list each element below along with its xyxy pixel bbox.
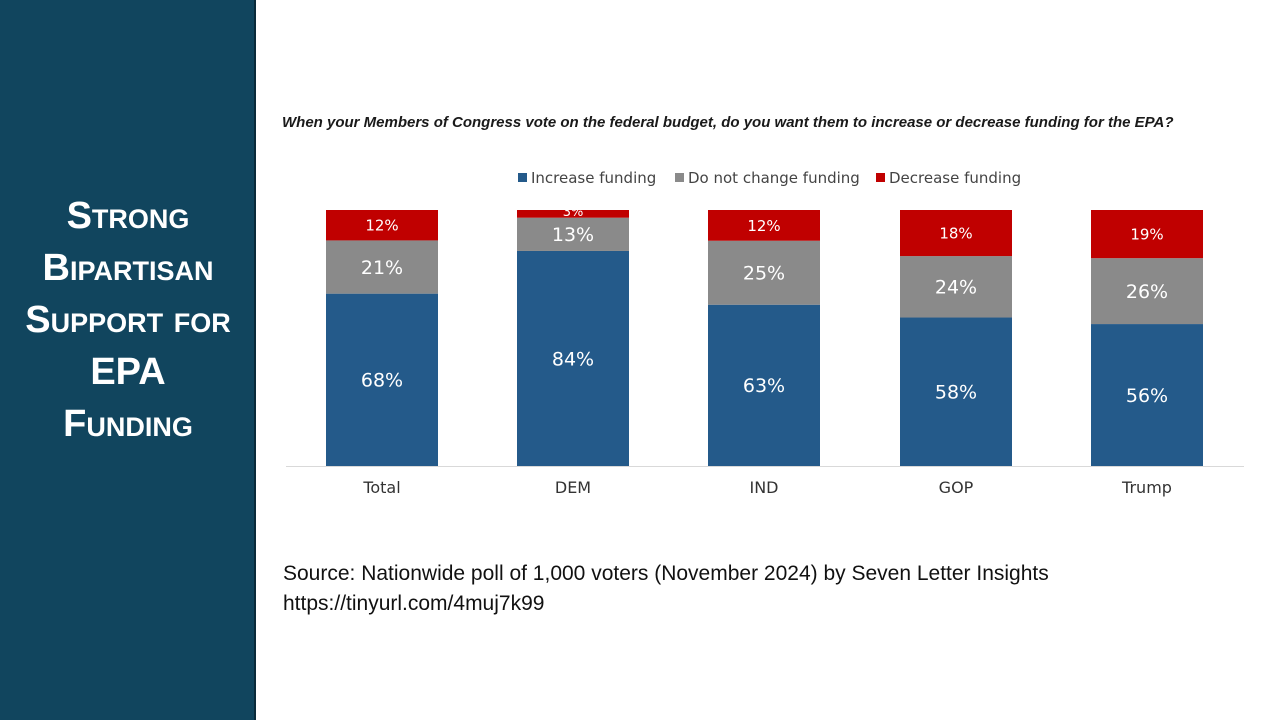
data-label: 12%: [747, 217, 780, 235]
data-label: 63%: [743, 375, 785, 397]
data-label: 25%: [743, 263, 785, 285]
data-label: 26%: [1126, 281, 1168, 303]
bar-segment: [326, 293, 438, 466]
legend-label: Decrease funding: [889, 169, 1021, 187]
bar-segment: [1091, 210, 1203, 259]
slide-title-line: Strong: [66, 195, 190, 237]
legend-label: Do not change funding: [688, 169, 860, 187]
legend-swatch: [876, 173, 885, 182]
source-text: Source: Nationwide poll of 1,000 voters …: [283, 562, 1049, 585]
bar-segment: [708, 210, 820, 241]
bar-segment: [900, 210, 1012, 257]
bar-segment: [900, 317, 1012, 466]
data-label: 68%: [361, 370, 403, 392]
data-label: 56%: [1126, 385, 1168, 407]
legend-label: Increase funding: [531, 169, 656, 187]
data-label: 21%: [361, 257, 403, 279]
bar-segment: [326, 210, 438, 241]
source-note: Source: Nationwide poll of 1,000 voters …: [283, 559, 1049, 619]
data-label: 24%: [935, 277, 977, 299]
slide-title-line: EPA: [90, 351, 166, 393]
x-tick-label: Total: [362, 478, 400, 497]
data-label: 58%: [935, 382, 977, 404]
slide-title-line: Support for: [25, 299, 231, 341]
data-label: 18%: [939, 224, 972, 242]
bar-segment: [517, 250, 629, 466]
x-tick-label: IND: [749, 478, 778, 497]
bar-segment: [326, 240, 438, 294]
x-tick-label: DEM: [555, 478, 591, 497]
chart-title: When your Members of Congress vote on th…: [282, 114, 1174, 131]
source-url[interactable]: https://tinyurl.com/4muj7k99: [283, 592, 545, 615]
slide-title: Strong Bipartisan Support for EPA Fundin…: [0, 190, 256, 450]
bar-segment: [708, 304, 820, 466]
bar-segment: [517, 217, 629, 251]
data-label: 19%: [1130, 225, 1163, 243]
legend-swatch: [518, 173, 527, 182]
slide-title-line: Funding: [63, 403, 193, 445]
bar-segment: [708, 240, 820, 305]
bar-segment: [900, 256, 1012, 318]
data-label: 84%: [552, 348, 594, 370]
data-label: 12%: [365, 217, 398, 235]
stacked-bar-chart: Increase funding Do not change funding Dec…: [286, 169, 1244, 497]
legend-swatch: [675, 173, 684, 182]
bar-segment: [517, 210, 629, 218]
bar-segment: [1091, 324, 1203, 466]
data-label: 3%: [563, 205, 584, 220]
sidebar-panel: Strong Bipartisan Support for EPA Fundin…: [0, 0, 256, 720]
data-label: 13%: [552, 224, 594, 246]
slide-title-line: Bipartisan: [42, 247, 214, 289]
x-tick-label: Trump: [1121, 478, 1172, 497]
x-tick-label: GOP: [939, 478, 974, 497]
bar-segment: [1091, 258, 1203, 325]
